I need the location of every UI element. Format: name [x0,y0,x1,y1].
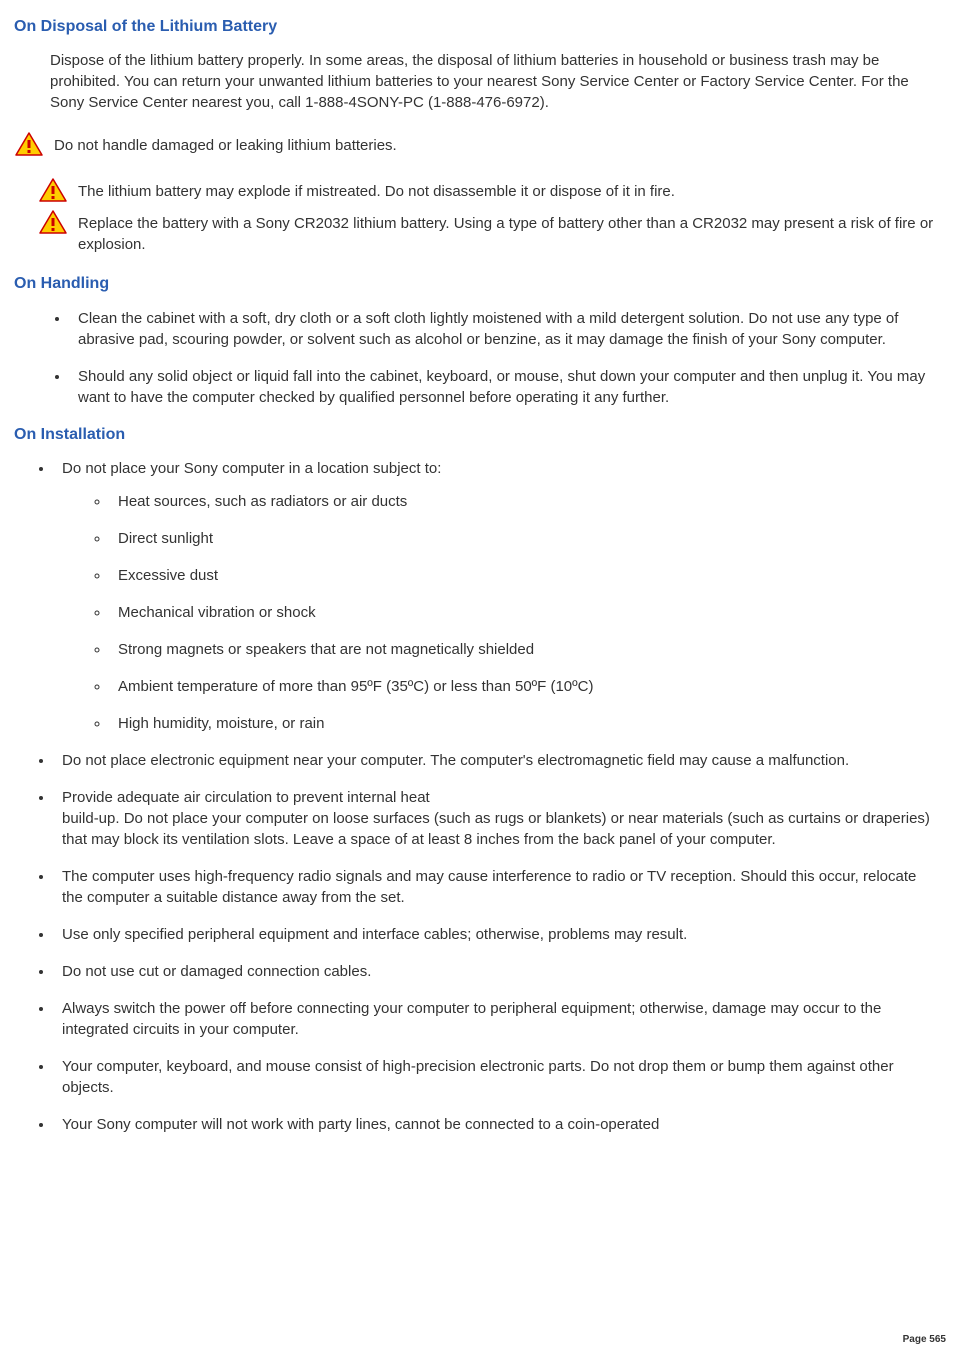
installation-list: Do not place your Sony computer in a loc… [14,458,940,1135]
warning-text-1: Do not handle damaged or leaking lithium… [54,129,397,156]
list-item: Heat sources, such as radiators or air d… [110,491,940,512]
list-item: Mechanical vibration or shock [110,602,940,623]
list-item: Should any solid object or liquid fall i… [70,366,940,408]
installation-sublist: Heat sources, such as radiators or air d… [62,491,940,734]
list-item: Your Sony computer will not work with pa… [54,1114,940,1135]
list-item: Do not use cut or damaged connection cab… [54,961,940,982]
warning-text-2: The lithium battery may explode if mistr… [78,175,675,202]
list-item: Always switch the power off before conne… [54,998,940,1040]
list-item: Ambient temperature of more than 95ºF (3… [110,676,940,697]
warning-row-1: Do not handle damaged or leaking lithium… [14,129,940,157]
heading-installation: On Installation [14,424,940,446]
list-item: High humidity, moisture, or rain [110,713,940,734]
handling-list: Clean the cabinet with a soft, dry cloth… [14,308,940,408]
list-item: The computer uses high-frequency radio s… [54,866,940,908]
heading-handling: On Handling [14,273,940,295]
heading-disposal: On Disposal of the Lithium Battery [14,16,940,38]
warning-text-3: Replace the battery with a Sony CR2032 l… [78,207,940,255]
warning-icon [14,131,44,157]
page-number: Page 565 [903,1333,946,1347]
list-item: Use only specified peripheral equipment … [54,924,940,945]
list-item: Direct sunlight [110,528,940,549]
list-item: Your computer, keyboard, and mouse consi… [54,1056,940,1098]
warning-icon [38,177,68,203]
list-item: Do not place your Sony computer in a loc… [54,458,940,734]
list-item: Do not place electronic equipment near y… [54,750,940,771]
warning-row-3: Replace the battery with a Sony CR2032 l… [38,207,940,255]
warning-icon [38,209,68,235]
list-item: Strong magnets or speakers that are not … [110,639,940,660]
list-item: Excessive dust [110,565,940,586]
warning-row-2: The lithium battery may explode if mistr… [38,175,940,203]
list-item: Provide adequate air circulation to prev… [54,787,940,850]
list-item: Clean the cabinet with a soft, dry cloth… [70,308,940,350]
disposal-paragraph: Dispose of the lithium battery properly.… [50,50,940,113]
installation-lead: Do not place your Sony computer in a loc… [62,460,441,477]
